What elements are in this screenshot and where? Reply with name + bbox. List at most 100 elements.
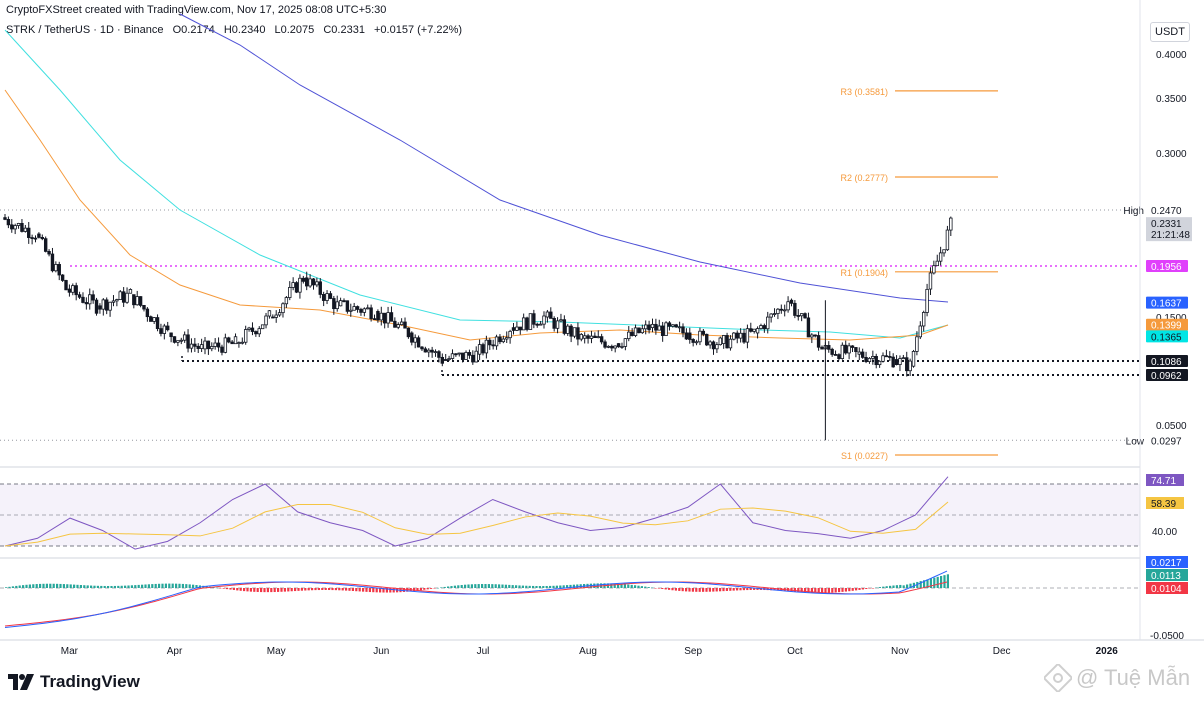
candle-body [728, 338, 733, 349]
candle-body [711, 341, 716, 350]
candle-body [450, 353, 455, 359]
candle-body [362, 308, 367, 313]
macd-bar [249, 588, 252, 592]
ema100-tag: 0.1365 [1151, 332, 1182, 343]
candle-body [810, 334, 814, 338]
macd-bar [79, 585, 82, 588]
candle-body [366, 307, 370, 310]
macd-bar [45, 583, 48, 588]
macd-bar [161, 583, 164, 588]
candle-body [888, 356, 892, 358]
macd-bar [419, 588, 422, 591]
candle-body [752, 328, 756, 332]
macd-bar [838, 588, 841, 593]
macd-bar [501, 584, 504, 588]
countdown: 21:21:48 [1151, 230, 1190, 241]
macd-bar [715, 588, 718, 592]
candle-body [847, 345, 851, 354]
currency-selector[interactable]: USDT [1150, 22, 1190, 42]
macd-bar [229, 588, 232, 590]
macd-bar [651, 587, 654, 589]
symbol-info-line[interactable]: STRK / TetherUS · 1D · Binance O0.2174 H… [6, 24, 468, 36]
candle-body [640, 328, 645, 334]
price-axis-label: 0.0500 [1156, 421, 1187, 432]
macd-bar [192, 584, 195, 588]
tradingview-logo[interactable]: TradingView [8, 672, 140, 692]
candle-body [359, 309, 363, 313]
macd-bar [545, 585, 548, 588]
candle-body [538, 323, 543, 326]
candle-body [735, 332, 739, 339]
macd-bar [936, 576, 939, 588]
candle-body [738, 332, 743, 339]
macd-bar [474, 584, 477, 588]
candle-body [403, 321, 407, 329]
macd-bar [538, 586, 541, 588]
macd-bar [841, 588, 844, 592]
macd-bar [878, 587, 881, 588]
candle-body [254, 331, 258, 335]
macd-bar [617, 583, 620, 588]
candle-body [677, 326, 682, 329]
macd-bar [572, 584, 575, 588]
macd-bar [865, 588, 868, 589]
candle-body [701, 330, 706, 335]
candle-body [67, 288, 72, 293]
candle-body [942, 249, 946, 254]
candle-body [345, 300, 350, 312]
macd-bar [348, 588, 351, 591]
macd-bar [532, 585, 535, 588]
macd-bar [430, 588, 433, 589]
candle-body [644, 324, 648, 330]
macd-bar [164, 583, 167, 588]
candle-body [915, 336, 919, 352]
macd-bar [113, 585, 116, 588]
macd-bar [542, 586, 545, 588]
macd-bar [372, 588, 375, 593]
candle-body [264, 315, 268, 326]
candle-body [545, 311, 550, 318]
candle-body [115, 299, 119, 302]
candle-body [769, 313, 773, 318]
candlesticks [3, 213, 953, 441]
rsi-axis-label: 40.00 [1152, 527, 1177, 538]
macd-bar [640, 586, 643, 588]
candle-body [925, 288, 929, 313]
macd-bar [307, 588, 310, 591]
candle-body [389, 312, 394, 322]
candle-body [230, 341, 234, 345]
macd-bar [171, 583, 174, 588]
tradingview-logo-icon [8, 674, 34, 690]
candle-body [352, 306, 356, 311]
candle-body [616, 343, 621, 348]
candle-body [193, 343, 197, 347]
macd-bar [797, 588, 800, 592]
macd-bar [470, 584, 473, 588]
candle-body [332, 298, 336, 310]
last-price: 0.2331 [1151, 219, 1182, 230]
macd-bar [277, 588, 280, 592]
macd-bar [504, 584, 507, 588]
candle-body [932, 265, 936, 274]
candle-body [135, 296, 139, 306]
macd-bar [688, 588, 691, 592]
watermark-icon [1044, 664, 1072, 692]
candle-body [77, 294, 82, 298]
candle-body [721, 335, 726, 344]
candle-body [328, 293, 333, 299]
macd-bar [219, 588, 222, 589]
macd-bar [630, 584, 633, 588]
macd-bar [647, 587, 650, 588]
macd-bar [76, 584, 79, 588]
symbol-name[interactable]: STRK / TetherUS · 1D · Binance [6, 24, 164, 36]
candle-body [772, 313, 777, 315]
candle-body [247, 327, 251, 330]
macd-bar [814, 588, 817, 593]
candle-body [759, 325, 763, 329]
candle-body [257, 328, 261, 335]
candle-body [94, 299, 99, 314]
candle-body [674, 324, 678, 328]
macd-bar [487, 584, 490, 588]
candle-body [338, 300, 343, 307]
